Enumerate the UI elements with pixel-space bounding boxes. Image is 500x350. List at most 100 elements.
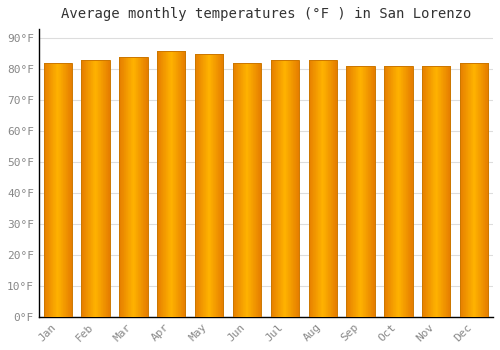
- Bar: [274, 60, 275, 317]
- Bar: [197, 54, 198, 317]
- Bar: [322, 60, 323, 317]
- Bar: [314, 60, 315, 317]
- Bar: [460, 63, 488, 317]
- Bar: [422, 66, 423, 317]
- Bar: [408, 66, 410, 317]
- Bar: [287, 60, 288, 317]
- Bar: [196, 54, 198, 317]
- Bar: [206, 54, 207, 317]
- Bar: [259, 63, 260, 317]
- Bar: [200, 54, 201, 317]
- Bar: [255, 63, 256, 317]
- Bar: [120, 57, 122, 317]
- Bar: [207, 54, 208, 317]
- Bar: [159, 51, 160, 317]
- Bar: [69, 63, 70, 317]
- Bar: [209, 54, 210, 317]
- Bar: [102, 60, 103, 317]
- Bar: [68, 63, 70, 317]
- Bar: [219, 54, 220, 317]
- Bar: [346, 66, 348, 317]
- Bar: [123, 57, 124, 317]
- Bar: [218, 54, 220, 317]
- Bar: [217, 54, 218, 317]
- Bar: [195, 54, 224, 317]
- Bar: [129, 57, 130, 317]
- Bar: [355, 66, 356, 317]
- Bar: [56, 63, 57, 317]
- Bar: [252, 63, 254, 317]
- Bar: [168, 51, 170, 317]
- Bar: [214, 54, 215, 317]
- Bar: [389, 66, 390, 317]
- Bar: [462, 63, 463, 317]
- Bar: [404, 66, 405, 317]
- Bar: [316, 60, 317, 317]
- Bar: [245, 63, 246, 317]
- Bar: [362, 66, 363, 317]
- Bar: [352, 66, 353, 317]
- Bar: [48, 63, 50, 317]
- Bar: [165, 51, 166, 317]
- Bar: [277, 60, 278, 317]
- Bar: [402, 66, 404, 317]
- Bar: [434, 66, 435, 317]
- Bar: [395, 66, 396, 317]
- Bar: [181, 51, 182, 317]
- Bar: [82, 60, 110, 317]
- Bar: [475, 63, 476, 317]
- Bar: [166, 51, 167, 317]
- Bar: [210, 54, 212, 317]
- Bar: [87, 60, 88, 317]
- Bar: [46, 63, 48, 317]
- Bar: [289, 60, 290, 317]
- Bar: [142, 57, 144, 317]
- Bar: [441, 66, 442, 317]
- Bar: [374, 66, 375, 317]
- Bar: [406, 66, 407, 317]
- Bar: [163, 51, 164, 317]
- Bar: [284, 60, 285, 317]
- Bar: [84, 60, 85, 317]
- Bar: [426, 66, 427, 317]
- Bar: [290, 60, 292, 317]
- Bar: [410, 66, 412, 317]
- Bar: [371, 66, 372, 317]
- Bar: [442, 66, 443, 317]
- Bar: [64, 63, 65, 317]
- Bar: [170, 51, 171, 317]
- Bar: [449, 66, 450, 317]
- Bar: [390, 66, 391, 317]
- Bar: [328, 60, 330, 317]
- Bar: [435, 66, 436, 317]
- Bar: [292, 60, 294, 317]
- Bar: [359, 66, 360, 317]
- Bar: [176, 51, 177, 317]
- Bar: [45, 63, 46, 317]
- Bar: [360, 66, 362, 317]
- Bar: [396, 66, 397, 317]
- Bar: [132, 57, 134, 317]
- Bar: [256, 63, 257, 317]
- Bar: [86, 60, 88, 317]
- Bar: [336, 60, 337, 317]
- Bar: [237, 63, 238, 317]
- Bar: [330, 60, 332, 317]
- Bar: [240, 63, 241, 317]
- Bar: [95, 60, 96, 317]
- Bar: [199, 54, 200, 317]
- Bar: [388, 66, 390, 317]
- Bar: [411, 66, 412, 317]
- Bar: [429, 66, 430, 317]
- Bar: [138, 57, 140, 317]
- Bar: [479, 63, 480, 317]
- Bar: [125, 57, 126, 317]
- Bar: [160, 51, 161, 317]
- Bar: [162, 51, 163, 317]
- Bar: [246, 63, 247, 317]
- Bar: [136, 57, 137, 317]
- Bar: [327, 60, 328, 317]
- Bar: [102, 60, 104, 317]
- Bar: [288, 60, 290, 317]
- Bar: [119, 57, 120, 317]
